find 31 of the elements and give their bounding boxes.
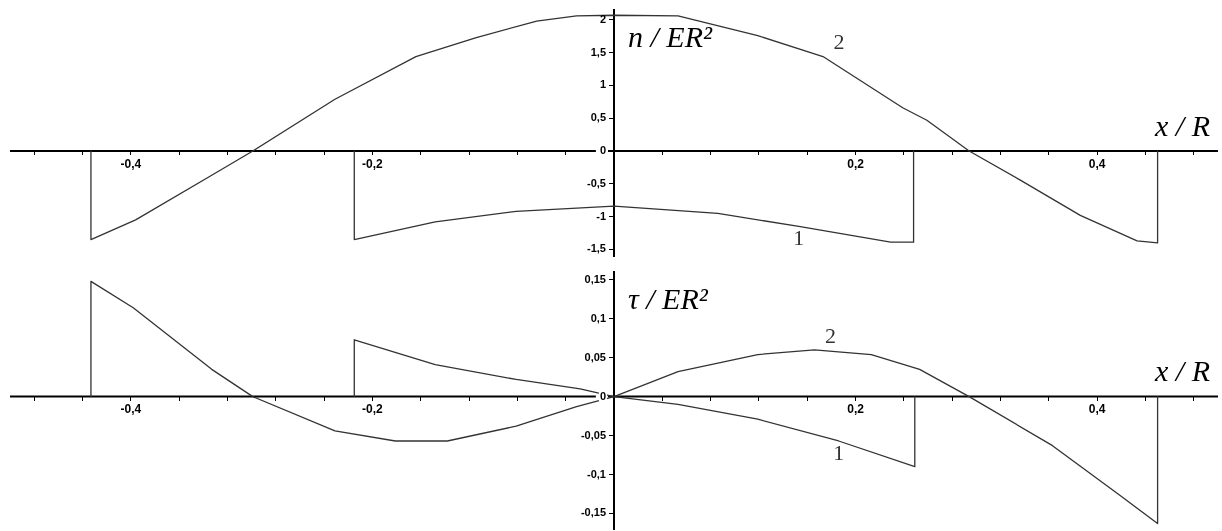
x-tick-label: -0,4 [120,402,142,417]
y-tick-label: -0,15 [580,506,606,519]
y-axis-title: τ / ER² [628,281,709,315]
y-tick-label: -1 [596,209,606,222]
series-label: 1 [833,439,845,465]
y-tick-label: 0,1 [590,311,606,324]
series-label: 1 [793,225,805,251]
y-tick-label: 1 [599,78,606,91]
x-tick-label: -0,4 [120,156,142,171]
y-tick-label: -0,5 [587,176,606,189]
x-tick-label: 0,4 [1088,156,1106,171]
y-tick-label: 0,05 [584,350,606,363]
x-tick-label: 0,2 [847,156,865,171]
series-label: 2 [833,29,845,55]
y-tick-label: 0 [599,144,606,157]
x-tick-label: -0,2 [362,156,384,171]
y-tick-label: 1,5 [590,45,606,58]
x-tick-label: 0,2 [847,402,865,417]
y-tick-label: 0 [599,389,606,402]
y-tick-label: 2 [599,12,606,25]
y-tick-label: -0,05 [580,428,606,441]
x-axis-title: x / R [1154,354,1210,388]
x-tick-label: 0,4 [1088,402,1106,417]
series-label: 2 [825,322,837,348]
x-axis-title: x / R [1154,108,1210,142]
y-tick-label: 0,15 [584,272,606,285]
y-tick-label: -0,1 [587,467,606,480]
x-tick-label: -0,2 [362,402,384,417]
y-tick-label: -1,5 [587,242,606,255]
y-tick-label: 0,5 [590,111,606,124]
y-axis-title: n / ER² [628,19,713,53]
